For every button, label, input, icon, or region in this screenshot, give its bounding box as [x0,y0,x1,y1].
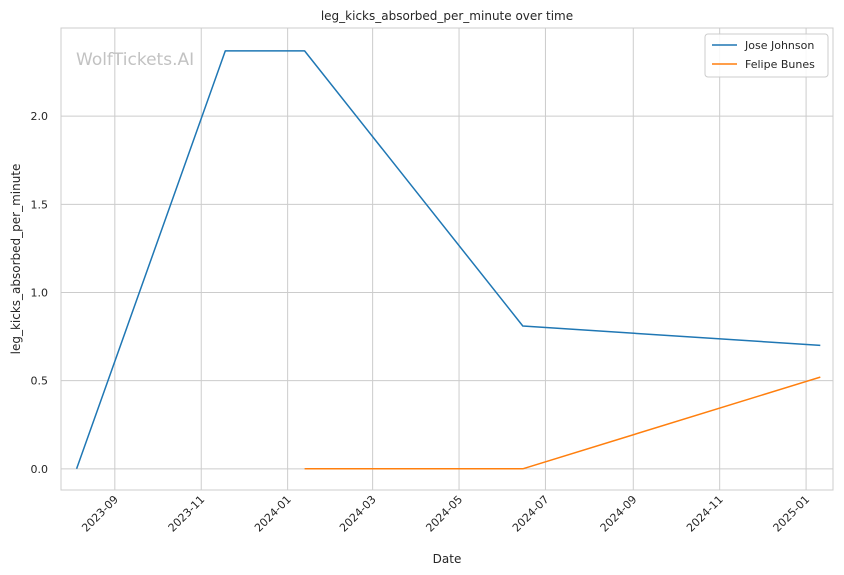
y-axis-ticks: 0.0 0.5 1.0 1.5 2.0 [31,110,49,476]
watermark: WolfTickets.AI [76,50,194,70]
x-tick-label: 2025-01 [771,493,813,535]
y-tick-label: 0.0 [31,463,49,476]
y-axis-label: leg_kicks_absorbed_per_minute [9,164,23,355]
y-tick-label: 1.5 [31,198,49,211]
x-tick-label: 2024-03 [337,493,379,535]
grid [61,28,833,490]
x-tick-label: 2023-09 [79,493,121,535]
series-lines [75,50,821,470]
chart-title: leg_kicks_absorbed_per_minute over time [321,9,573,23]
plot-area-frame [60,27,834,491]
legend-label-jose-johnson: Jose Johnson [744,39,814,52]
x-tick-label: 2024-11 [684,493,726,535]
series-line-felipe-bunes [304,376,821,470]
y-tick-label: 1.0 [31,287,49,300]
y-tick-label: 2.0 [31,110,49,123]
x-axis-label: Date [433,552,462,566]
x-tick-label: 2024-05 [423,493,465,535]
x-axis-ticks: 2023-09 2023-11 2024-01 2024-03 2024-05 2024-… [79,493,812,535]
legend: Jose Johnson Felipe Bunes [704,33,829,78]
x-tick-label: 2024-01 [252,493,294,535]
legend-label-felipe-bunes: Felipe Bunes [745,58,815,71]
x-tick-label: 2024-09 [598,493,640,535]
y-tick-label: 0.5 [31,375,49,388]
x-tick-label: 2023-11 [166,493,208,535]
series-line-jose-johnson [75,50,821,470]
x-tick-label: 2024-07 [510,493,552,535]
